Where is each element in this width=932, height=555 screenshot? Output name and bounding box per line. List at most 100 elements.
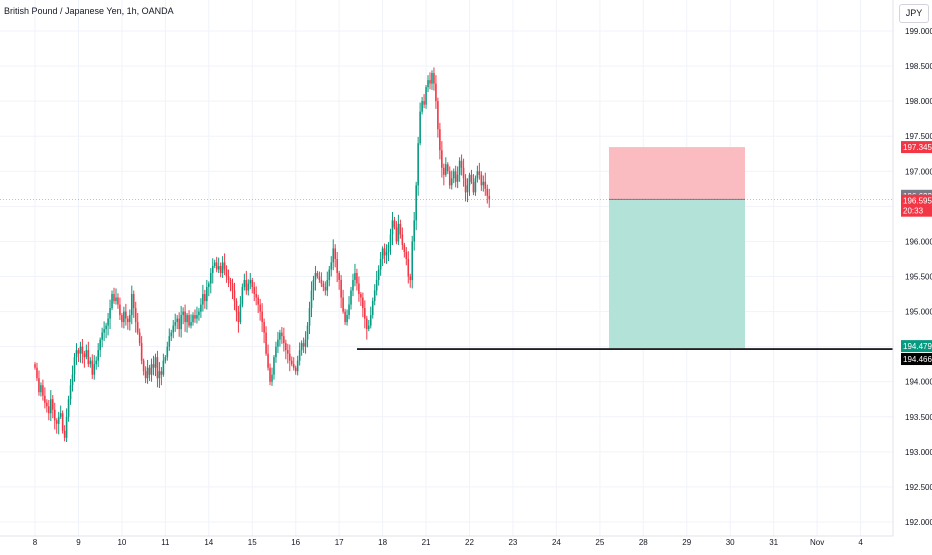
candle-body <box>476 171 479 179</box>
candle-body <box>67 399 70 417</box>
candle-body <box>407 258 410 277</box>
candle-body <box>215 262 218 270</box>
candle-body <box>136 322 139 333</box>
price-tick-label: 199.000 <box>905 27 932 36</box>
candle-body <box>174 322 177 326</box>
candle-body <box>302 343 305 347</box>
candle-body <box>209 272 212 284</box>
candle-body <box>150 364 153 375</box>
time-tick-label: 30 <box>726 538 735 547</box>
candle-body <box>401 234 404 245</box>
candle-body <box>397 223 400 242</box>
candle-body <box>208 283 210 288</box>
currency-button[interactable]: JPY <box>899 4 929 23</box>
candle-body <box>221 262 224 273</box>
time-tick-label: 21 <box>422 538 431 547</box>
candle-body <box>373 290 376 302</box>
candle-body <box>474 178 477 193</box>
candle-body <box>206 287 208 302</box>
candle-body <box>245 280 248 291</box>
candle-body <box>288 353 291 361</box>
candle-body <box>425 87 427 105</box>
candle-body <box>129 315 131 323</box>
candle-body <box>85 350 88 358</box>
candle-body <box>304 339 307 347</box>
candle-body <box>275 346 277 358</box>
candle-body <box>46 402 48 407</box>
candle-body <box>178 318 180 330</box>
time-tick-label: 15 <box>248 538 257 547</box>
candle-body <box>176 318 178 323</box>
candle-body <box>75 350 78 358</box>
candle-body <box>217 265 220 270</box>
candle-body <box>458 160 461 175</box>
candle-body <box>166 346 169 358</box>
candle-body <box>482 181 485 186</box>
candle-body <box>460 160 463 168</box>
candle-body <box>227 276 230 281</box>
candle-body <box>194 315 196 319</box>
candle-body <box>77 350 80 354</box>
candle-body <box>97 350 99 361</box>
candle-body <box>255 294 257 298</box>
candle-body <box>441 150 443 168</box>
candle-body <box>375 280 378 291</box>
time-tick-label: 28 <box>639 538 648 547</box>
candle-body <box>296 360 299 372</box>
candle-body <box>480 174 483 186</box>
stop-loss-zone <box>609 147 745 200</box>
candle-body <box>172 325 175 333</box>
candle-body <box>488 195 491 200</box>
candle-body <box>439 129 441 151</box>
candle-body <box>115 297 117 302</box>
candle-body <box>170 332 173 337</box>
candle-body <box>417 143 419 186</box>
candle-body <box>101 332 103 340</box>
candle-body <box>42 385 44 396</box>
time-tick-label: 14 <box>204 538 213 547</box>
candle-body <box>267 353 269 368</box>
price-tick-label: 198.000 <box>905 97 932 106</box>
candle-body <box>478 171 481 175</box>
price-tick-label: 193.500 <box>905 413 932 422</box>
short-position-tool[interactable] <box>0 147 893 349</box>
candle-body <box>233 290 236 302</box>
candle-body <box>257 297 259 305</box>
candle-body <box>103 329 105 333</box>
candle-body <box>162 360 165 375</box>
candle-body <box>130 294 133 316</box>
candle-body <box>111 294 113 309</box>
candle-body <box>144 371 147 379</box>
candle-body <box>237 311 240 323</box>
candle-body <box>466 185 469 193</box>
candle-body <box>391 220 394 235</box>
candle-body <box>202 294 204 305</box>
candle-body <box>464 178 467 193</box>
candle-body <box>346 315 348 323</box>
time-tick-label: 4 <box>858 538 863 547</box>
candle-body <box>164 357 167 361</box>
candle-body <box>350 290 352 305</box>
time-tick-label: 25 <box>595 538 604 547</box>
candle-body <box>356 272 358 284</box>
candle-body <box>383 248 386 256</box>
time-axis[interactable]: 8 9 10 11 14 15 16 17 18 21 22 23 24 25 28 29 30 31 Nov 4 <box>0 535 893 547</box>
candle-body <box>287 350 289 354</box>
time-tick-label: 29 <box>682 538 691 547</box>
candle-body <box>223 262 226 270</box>
level-label-text: 194.466 <box>903 355 932 364</box>
candle-body <box>290 360 293 365</box>
price-axis[interactable]: 199.000 198.500 198.000 197.500 197.000 196.5… <box>892 0 932 536</box>
take-profit-zone <box>609 199 745 349</box>
candle-body <box>352 280 354 291</box>
time-tick-label: Nov <box>810 538 824 547</box>
candle-body <box>462 167 465 179</box>
candle-body <box>389 234 392 245</box>
candle-body <box>132 294 135 309</box>
candle-body <box>308 308 311 326</box>
candle-body <box>65 416 68 438</box>
time-tick-label: 31 <box>769 538 778 547</box>
